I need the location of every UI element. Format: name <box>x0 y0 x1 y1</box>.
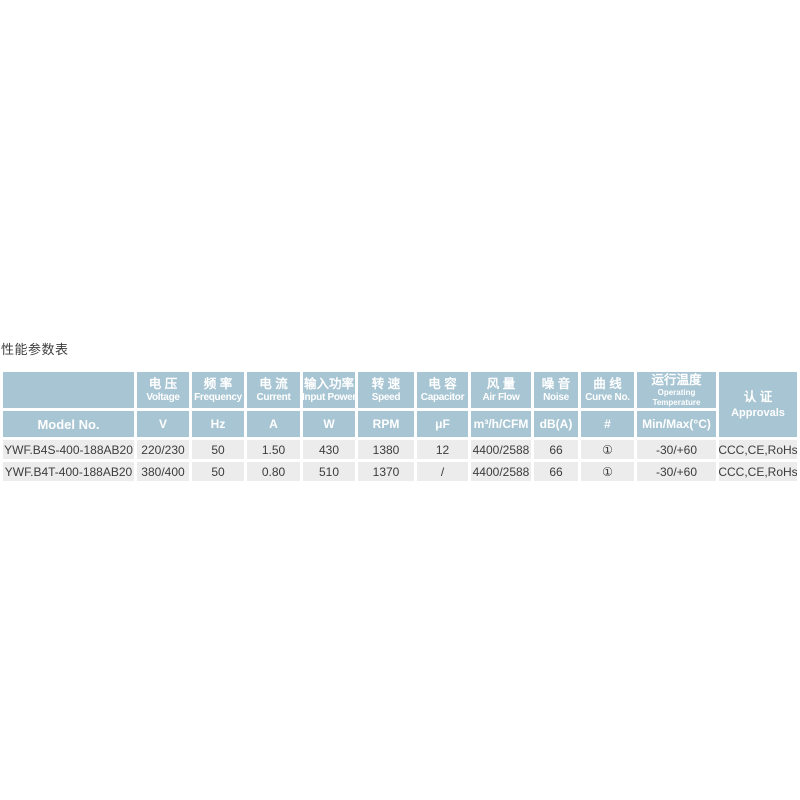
column-header-capacitor: 电 容 Capacitor <box>417 372 468 408</box>
row1-speed-cell: 1380 <box>358 440 414 459</box>
row1-capacitor-cell: 12 <box>417 440 468 459</box>
operating-temperature-en-label-1: Operating <box>657 388 696 398</box>
unit-input-power-cell: W <box>303 411 355 437</box>
noise-zh-label: 噪 音 <box>541 376 571 391</box>
input-power-en-label: Input Power <box>303 391 355 403</box>
curve-no-en-label: Curve No. <box>585 391 630 403</box>
unit-current: A <box>269 417 278 431</box>
unit-voltage: V <box>158 417 167 431</box>
column-header-noise: 噪 音 Noise <box>534 372 578 408</box>
column-header-operating-temperature: 运行温度 Operating Temperature <box>637 372 716 408</box>
row1-curve-no-cell: ① <box>581 440 634 459</box>
unit-frequency-cell: Hz <box>192 411 244 437</box>
column-header-air-flow: 风 量 Air Flow <box>471 372 531 408</box>
row1-frequency-cell: 50 <box>192 440 244 459</box>
operating-temperature-en-label-2: Temperature <box>652 397 701 407</box>
frequency-en-label: Frequency <box>194 391 242 403</box>
row1-noise-cell: 66 <box>534 440 578 459</box>
unit-input-power: W <box>323 417 335 431</box>
row2-input-power-cell: 510 <box>303 462 355 481</box>
unit-curve-no: # <box>604 417 611 431</box>
column-header-approvals: 认 证 Approvals <box>719 372 797 437</box>
row1-input-power-cell: 430 <box>303 440 355 459</box>
column-header-input-power: 输入功率 Input Power <box>303 372 355 408</box>
column-header-curve-no: 曲 线 Curve No. <box>581 372 634 408</box>
capacitor-zh-label: 电 容 <box>428 376 457 391</box>
row2-noise-cell: 66 <box>534 462 578 481</box>
capacitor-en-label: Capacitor <box>420 391 465 403</box>
voltage-en-label: Voltage <box>146 391 180 403</box>
row2-capacitor-cell: / <box>417 462 468 481</box>
unit-frequency: Hz <box>210 417 226 431</box>
unit-curve-no-cell: # <box>581 411 634 437</box>
frequency-zh-label: 频 率 <box>203 376 233 391</box>
row2-approvals-cell: CCC,CE,RoHs <box>719 462 797 481</box>
model-no-label: Model No. <box>37 416 100 432</box>
column-header-voltage: 电 压 Voltage <box>137 372 189 408</box>
current-en-label: Current <box>256 391 291 403</box>
unit-noise: dB(A) <box>539 417 573 431</box>
unit-capacitor: μF <box>435 417 450 431</box>
row1-model-cell: YWF.B4S-400-188AB20 <box>3 440 134 459</box>
unit-voltage-cell: V <box>137 411 189 437</box>
air-flow-en-label: Air Flow <box>482 391 520 403</box>
unit-operating-temperature: Min/Max(°C) <box>642 417 711 431</box>
row2-speed-cell: 1370 <box>358 462 414 481</box>
row2-voltage-cell: 380/400 <box>137 462 189 481</box>
row2-operating-temperature-cell: -30/+60 <box>637 462 716 481</box>
curve-no-zh-label: 曲 线 <box>593 376 622 391</box>
model-header-blank-cell <box>3 372 134 408</box>
unit-speed-cell: RPM <box>358 411 414 437</box>
row2-current-cell: 0.80 <box>247 462 300 481</box>
row2-curve-no-cell: ① <box>581 462 634 481</box>
operating-temperature-zh-label: 运行温度 <box>651 373 702 388</box>
unit-capacitor-cell: μF <box>417 411 468 437</box>
current-zh-label: 电 流 <box>259 376 288 391</box>
row1-current-cell: 1.50 <box>247 440 300 459</box>
section-title: 性能参数表 <box>1 342 69 357</box>
column-header-speed: 转 速 Speed <box>358 372 414 408</box>
row2-model-cell: YWF.B4T-400-188AB20 <box>3 462 134 481</box>
performance-spec-table: 电 压 Voltage 频 率 Frequency 电 流 Current 输入… <box>3 372 797 481</box>
unit-air-flow-cell: m³/h/CFM <box>471 411 531 437</box>
unit-current-cell: A <box>247 411 300 437</box>
row2-air-flow-cell: 4400/2588 <box>471 462 531 481</box>
input-power-zh-label: 输入功率 <box>303 376 354 391</box>
unit-operating-temperature-cell: Min/Max(°C) <box>637 411 716 437</box>
column-header-current: 电 流 Current <box>247 372 300 408</box>
unit-noise-cell: dB(A) <box>534 411 578 437</box>
unit-air-flow: m³/h/CFM <box>473 417 529 431</box>
model-no-header-cell: Model No. <box>3 411 134 437</box>
row1-voltage-cell: 220/230 <box>137 440 189 459</box>
row1-air-flow-cell: 4400/2588 <box>471 440 531 459</box>
air-flow-zh-label: 风 量 <box>486 376 516 391</box>
row1-operating-temperature-cell: -30/+60 <box>637 440 716 459</box>
voltage-zh-label: 电 压 <box>148 376 178 391</box>
row2-frequency-cell: 50 <box>192 462 244 481</box>
column-header-frequency: 频 率 Frequency <box>192 372 244 408</box>
noise-en-label: Noise <box>543 391 569 403</box>
row1-approvals-cell: CCC,CE,RoHs <box>719 440 797 459</box>
speed-en-label: Speed <box>371 391 401 403</box>
unit-speed: RPM <box>372 417 400 431</box>
approvals-en-label: Approvals <box>731 407 785 419</box>
approvals-zh-label: 认 证 <box>743 390 773 404</box>
speed-zh-label: 转 速 <box>371 376 401 391</box>
